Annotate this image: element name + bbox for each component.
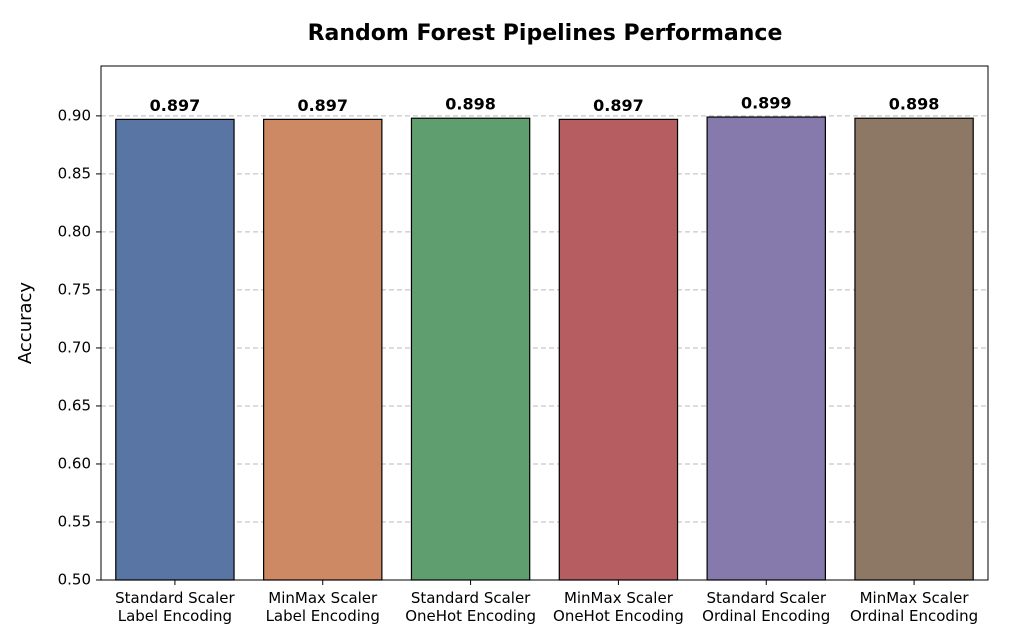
bar bbox=[115, 118, 235, 581]
x-tick-label: Standard Scaler Ordinal Encoding bbox=[702, 589, 831, 625]
x-tick-label: MinMax Scaler Ordinal Encoding bbox=[849, 589, 979, 625]
y-tick-label: 0.85 bbox=[58, 164, 91, 182]
y-tick-label: 0.70 bbox=[58, 338, 91, 356]
bar bbox=[706, 116, 826, 581]
value-label: 0.897 bbox=[297, 96, 348, 115]
bar bbox=[558, 118, 679, 581]
y-tick-label: 0.80 bbox=[58, 222, 91, 240]
y-tick-label: 0.55 bbox=[58, 512, 91, 530]
value-label: 0.898 bbox=[889, 95, 940, 114]
y-tick-label: 0.65 bbox=[58, 396, 91, 414]
x-tick-label: Standard Scaler Label Encoding bbox=[115, 589, 235, 625]
value-label: 0.899 bbox=[741, 94, 792, 113]
x-tick-label: MinMax Scaler OneHot Encoding bbox=[553, 589, 684, 625]
x-tick-label: Standard Scaler OneHot Encoding bbox=[405, 589, 536, 625]
bar bbox=[410, 117, 531, 581]
y-axis-label: Accuracy bbox=[15, 282, 36, 365]
chart-title: Random Forest Pipelines Performance bbox=[308, 21, 783, 46]
bar bbox=[854, 117, 974, 581]
value-label: 0.898 bbox=[445, 95, 496, 114]
x-tick-label: MinMax Scaler Label Encoding bbox=[265, 589, 380, 625]
y-tick-label: 0.90 bbox=[58, 106, 91, 124]
bar bbox=[263, 118, 383, 581]
y-tick-label: 0.75 bbox=[58, 280, 91, 298]
value-label: 0.897 bbox=[150, 96, 201, 115]
y-tick-label: 0.50 bbox=[58, 571, 91, 589]
value-label: 0.897 bbox=[593, 96, 644, 115]
y-tick-label: 0.60 bbox=[58, 454, 91, 472]
plot-frame bbox=[100, 65, 989, 581]
